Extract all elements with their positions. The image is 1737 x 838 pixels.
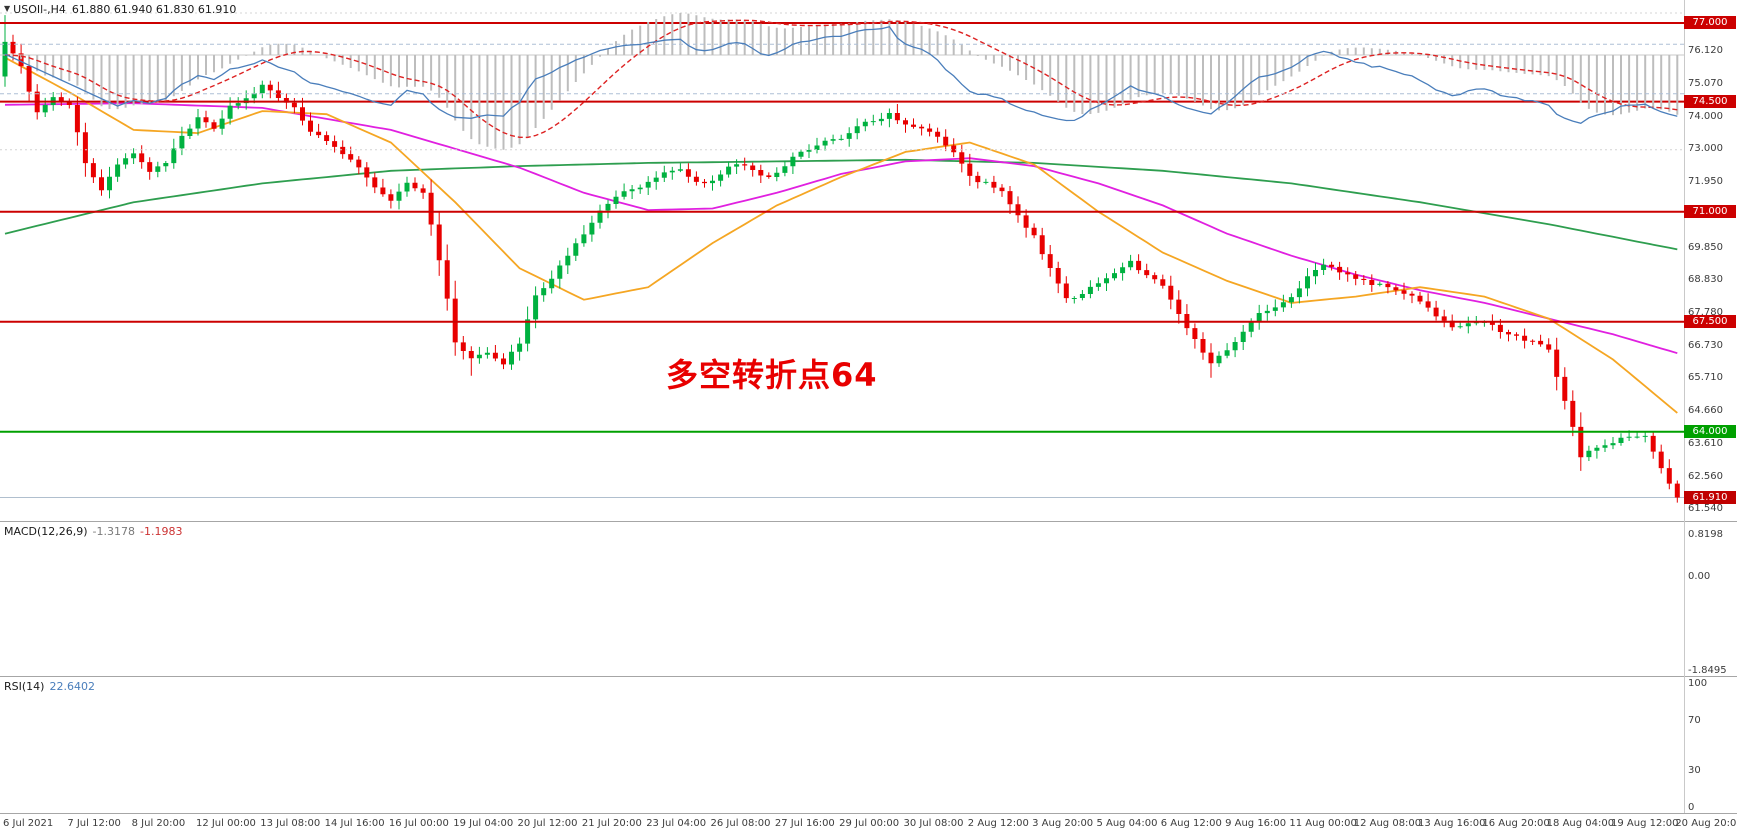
panel-divider-macd[interactable] (0, 521, 1737, 522)
rsi-tick-0: 0 (1688, 802, 1695, 813)
price-tick-67.780: 67.780 (1688, 306, 1723, 318)
price-tick-75.070: 75.070 (1688, 77, 1723, 89)
macd-chart-plot[interactable] (0, 0, 1737, 154)
macd-name: MACD(12,26,9) (4, 525, 88, 538)
time-label: 12 Aug 08:00 (1353, 818, 1422, 829)
price-tick-66.730: 66.730 (1688, 339, 1723, 351)
time-label: 21 Jul 20:00 (581, 818, 642, 829)
time-label: 19 Jul 04:00 (453, 818, 514, 829)
time-label: 27 Jul 16:00 (774, 818, 835, 829)
time-label: 18 Aug 04:00 (1546, 818, 1615, 829)
macd-tick-0.8198: 0.8198 (1688, 529, 1723, 540)
time-label: 23 Jul 04:00 (646, 818, 707, 829)
price-tick-74.000: 74.000 (1688, 111, 1723, 123)
symbol-title: USOIl-,H4 (13, 3, 66, 16)
macd-value-main: -1.3178 (92, 525, 136, 538)
price-tick-76.120: 76.120 (1688, 44, 1723, 56)
panel-divider-rsi[interactable] (0, 676, 1737, 677)
time-label: 20 Jul 12:00 (517, 818, 578, 829)
time-label: 3 Aug 20:00 (1032, 818, 1094, 829)
rsi-value: 22.6402 (49, 680, 95, 693)
time-label: 13 Jul 08:00 (260, 818, 321, 829)
macd-signal-line (4, 19, 1678, 139)
price-tick-62.560: 62.560 (1688, 471, 1723, 483)
price-tick-68.830: 68.830 (1688, 273, 1723, 285)
time-label: 6 Jul 2021 (3, 818, 54, 829)
time-label: 6 Aug 12:00 (1160, 818, 1222, 829)
time-label: 30 Jul 08:00 (903, 818, 964, 829)
price-tick-61.540: 61.540 (1688, 503, 1723, 515)
price-tick-63.610: 63.610 (1688, 438, 1723, 450)
time-label: 5 Aug 04:00 (1096, 818, 1158, 829)
chart-annotation[interactable]: 多空转折点64 (666, 356, 878, 394)
rsi-tick-70: 70 (1688, 715, 1701, 726)
rsi-chart-plot[interactable] (0, 0, 1737, 136)
rsi-line (4, 25, 1678, 125)
time-label: 26 Jul 08:00 (710, 818, 771, 829)
time-label: 9 Aug 16:00 (1225, 818, 1287, 829)
price-tick-73.000: 73.000 (1688, 142, 1723, 154)
time-label: 14 Jul 16:00 (324, 818, 385, 829)
macd-histogram (12, 13, 1679, 150)
ma-fast-orange-line (4, 56, 1678, 414)
price-badge-77.000: 77.000 (1684, 16, 1736, 29)
price-tick-65.710: 65.710 (1688, 372, 1723, 384)
rsi-tick-100: 100 (1688, 678, 1708, 689)
time-label: 16 Aug 20:00 (1482, 818, 1550, 829)
time-label: 19 Aug 12:00 (1611, 818, 1679, 829)
time-label: 20 Aug 20:00 (1675, 818, 1737, 829)
time-axis-divider (0, 813, 1737, 814)
time-label: 12 Jul 00:00 (195, 818, 256, 829)
time-label: 13 Aug 16:00 (1418, 818, 1486, 829)
time-label: 11 Aug 00:00 (1289, 818, 1357, 829)
price-tick-71.950: 71.950 (1688, 175, 1723, 187)
macd-tick-0.00: 0.00 (1688, 571, 1711, 582)
time-label: 2 Aug 12:00 (967, 818, 1029, 829)
time-label: 16 Jul 00:00 (388, 818, 449, 829)
price-chart-plot[interactable] (0, 0, 1737, 521)
macd-value-signal: -1.1983 (140, 525, 183, 538)
price-tick-64.660: 64.660 (1688, 405, 1723, 417)
symbol-info: ▼ USOIl-,H4 61.880 61.940 61.830 61.910 (4, 3, 236, 16)
price-badge-67.500: 67.500 (1684, 314, 1736, 328)
price-tick-69.850: 69.850 (1688, 241, 1723, 253)
symbol-dropdown-icon[interactable]: ▼ (4, 4, 11, 13)
ma-slow-green-line (4, 158, 1678, 251)
price-axis-separator (1684, 0, 1685, 813)
rsi-tick-30: 30 (1688, 765, 1701, 776)
price-badge-71.000: 71.000 (1684, 204, 1736, 218)
price-badge-64.000: 64.000 (1684, 424, 1736, 438)
current-price-badge: 61.910 (1684, 490, 1736, 504)
time-label: 8 Jul 20:00 (131, 818, 186, 829)
ohlc-values: 61.880 61.940 61.830 61.910 (71, 3, 237, 16)
rsi-indicator-label: RSI(14) 22.6402 (4, 680, 95, 693)
time-label: 29 Jul 00:00 (839, 818, 900, 829)
macd-tick--1.8495: -1.8495 (1688, 665, 1727, 676)
rsi-name: RSI(14) (4, 680, 45, 693)
macd-indicator-label: MACD(12,26,9) -1.3178 -1.1983 (4, 525, 182, 538)
price-badge-74.500: 74.500 (1684, 94, 1736, 108)
time-label: 7 Jul 12:00 (67, 818, 121, 829)
